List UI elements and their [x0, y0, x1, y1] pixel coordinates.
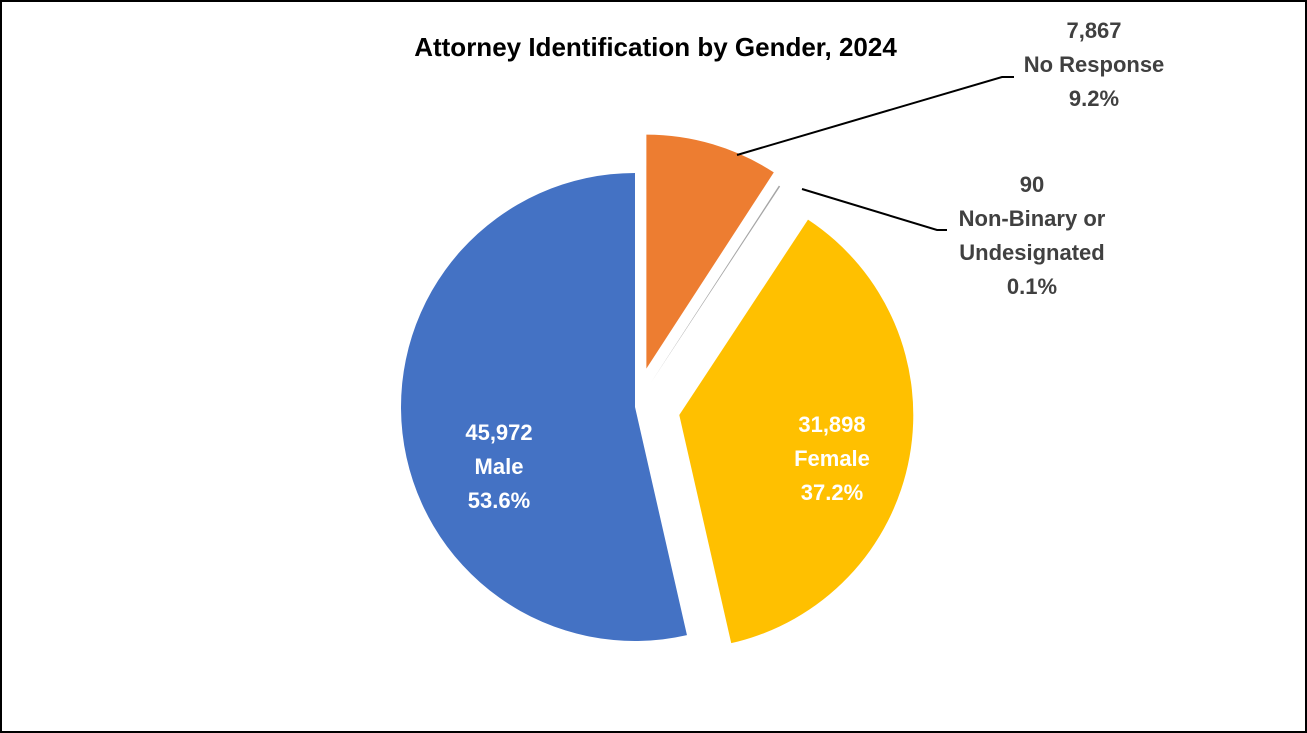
data-label: 7,867 No Response 9.2% — [984, 14, 1204, 116]
label-line: Male — [474, 454, 524, 479]
label-line: 31,898 — [798, 412, 866, 437]
pie-slice — [400, 173, 687, 641]
label-line: Female — [794, 446, 870, 471]
label-line: 45,972 — [465, 420, 533, 445]
label-line: 7,867 — [1066, 18, 1122, 43]
label-line: No Response — [1023, 52, 1165, 77]
leader-line — [801, 188, 947, 231]
data-label: 45,972 Male 53.6% — [399, 416, 599, 518]
chart-title: Attorney Identification by Gender, 2024 — [414, 32, 897, 62]
data-label: 31,898 Female 37.2% — [732, 408, 932, 510]
leader-line — [736, 76, 1014, 156]
label-line: 37.2% — [800, 480, 864, 505]
label-line: 90 — [1019, 172, 1045, 197]
pie-slice — [679, 219, 914, 644]
pie-slice — [651, 185, 781, 382]
pie-slice — [646, 134, 774, 369]
label-line: 53.6% — [467, 488, 531, 513]
data-label: 90 Non-Binary or Undesignated 0.1% — [932, 168, 1132, 304]
label-line: 9.2% — [1068, 86, 1120, 111]
label-line: Non-Binary or Undesignated — [958, 206, 1106, 265]
label-line: 0.1% — [1006, 274, 1058, 299]
